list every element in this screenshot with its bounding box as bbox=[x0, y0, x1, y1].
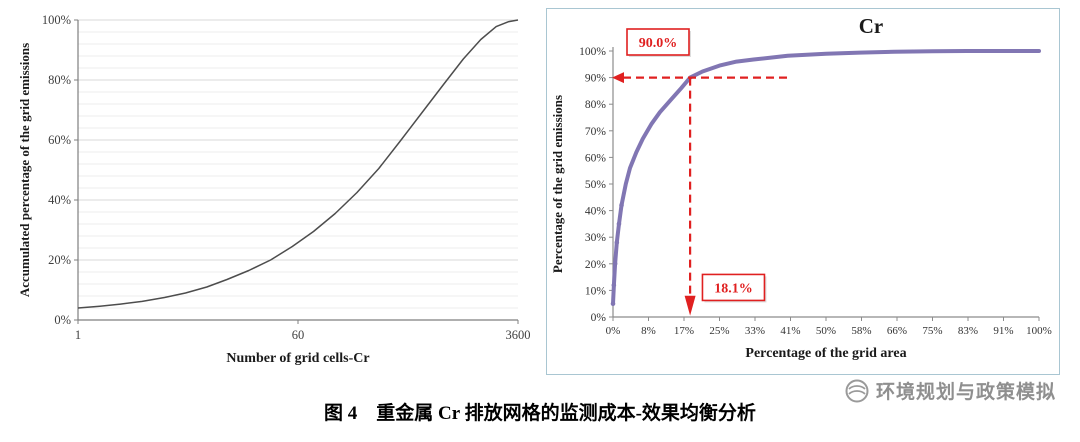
data-point bbox=[619, 202, 624, 208]
y-tick-label: 20% bbox=[48, 253, 71, 267]
annotation-90pct-label: 90.0% bbox=[639, 36, 678, 51]
x-tick-label: 0% bbox=[606, 325, 621, 337]
x-tick-label: 50% bbox=[816, 325, 836, 337]
y-tick-label: 0% bbox=[54, 313, 71, 327]
right-chart-svg: 0% 10% 20% 30% 40% 50% 60% 70% 80% 90% 100% 0% 8% 17%… bbox=[550, 14, 1052, 361]
y-tick-label: 30% bbox=[585, 232, 607, 244]
y-tick-label: 100% bbox=[579, 46, 606, 58]
x-tick-label: 83% bbox=[958, 325, 978, 337]
down-arrow-icon bbox=[684, 295, 696, 316]
data-point bbox=[614, 240, 620, 245]
grid-area-emissions-curve bbox=[611, 49, 1041, 306]
x-tick-label: 41% bbox=[780, 325, 800, 337]
x-axis-label: Number of grid cells-Cr bbox=[226, 351, 369, 366]
x-tick-label: 75% bbox=[922, 325, 942, 337]
emissions-cumulative-curve bbox=[77, 19, 519, 309]
watermark-text: 环境规划与政策模拟 bbox=[875, 382, 1056, 403]
watermark: 环境规划与政策模拟 bbox=[844, 377, 1056, 404]
annotation-90pct-box bbox=[626, 28, 690, 56]
y-tick-label: 60% bbox=[48, 133, 71, 147]
chart-title: Cr bbox=[859, 14, 884, 38]
charts-row: 0% 20% 40% 60% 80% 100% 1 60 3600 Number of grid … bbox=[14, 6, 1060, 379]
y-tick-label: 40% bbox=[48, 193, 71, 207]
annotation-18pct-box bbox=[701, 273, 766, 302]
x-tick-label: 3600 bbox=[506, 328, 531, 342]
x-tick-label: 66% bbox=[887, 325, 907, 337]
y-tick-label: 80% bbox=[48, 73, 71, 87]
figure-caption: 图 4 重金属 Cr 排放网格的监测成本-效果均衡分析 bbox=[324, 403, 756, 424]
annotation-18pct-label: 18.1% bbox=[714, 281, 753, 296]
watermark-logo-icon bbox=[845, 379, 869, 402]
x-tick-label: 25% bbox=[709, 325, 729, 337]
right-chart-figure: 0% 10% 20% 30% 40% 50% 60% 70% 80% 90% 100% 0% 8% 17%… bbox=[546, 8, 1060, 375]
y-tick-label: 80% bbox=[585, 99, 607, 111]
y-tick-label: 0% bbox=[591, 312, 607, 324]
y-tick-label: 50% bbox=[585, 179, 607, 191]
y-tick-label: 90% bbox=[585, 73, 607, 85]
x-axis-label: Percentage of the grid area bbox=[745, 346, 906, 361]
y-tick-label: 70% bbox=[585, 126, 607, 138]
data-point bbox=[611, 282, 617, 288]
left-chart-figure: 0% 20% 40% 60% 80% 100% 1 60 3600 Number of grid … bbox=[14, 6, 534, 379]
y-tick-label: 100% bbox=[42, 13, 71, 27]
x-tick-label: 100% bbox=[1026, 325, 1052, 337]
x-tick-label: 91% bbox=[993, 325, 1013, 337]
x-tick-label: 1 bbox=[75, 328, 81, 342]
data-point bbox=[612, 261, 618, 267]
left-arrow-icon bbox=[612, 72, 624, 84]
x-tick-label: 60 bbox=[292, 328, 305, 342]
y-axis-label: Percentage of the grid emissions bbox=[550, 95, 565, 273]
x-tick-label: 17% bbox=[674, 325, 694, 337]
x-tick-label: 58% bbox=[851, 325, 871, 337]
y-tick-label: 20% bbox=[585, 259, 607, 271]
data-point bbox=[616, 221, 622, 227]
left-chart-svg: 0% 20% 40% 60% 80% 100% 1 60 3600 Number of grid … bbox=[17, 13, 531, 366]
data-point bbox=[610, 301, 616, 307]
y-tick-label: 10% bbox=[585, 285, 607, 297]
y-tick-label: 40% bbox=[585, 206, 607, 218]
y-tick-label: 60% bbox=[585, 152, 607, 164]
y-axis-label: Accumulated percentage of the grid emiss… bbox=[17, 43, 32, 297]
x-tick-label: 8% bbox=[641, 325, 656, 337]
x-tick-label: 33% bbox=[745, 325, 765, 337]
